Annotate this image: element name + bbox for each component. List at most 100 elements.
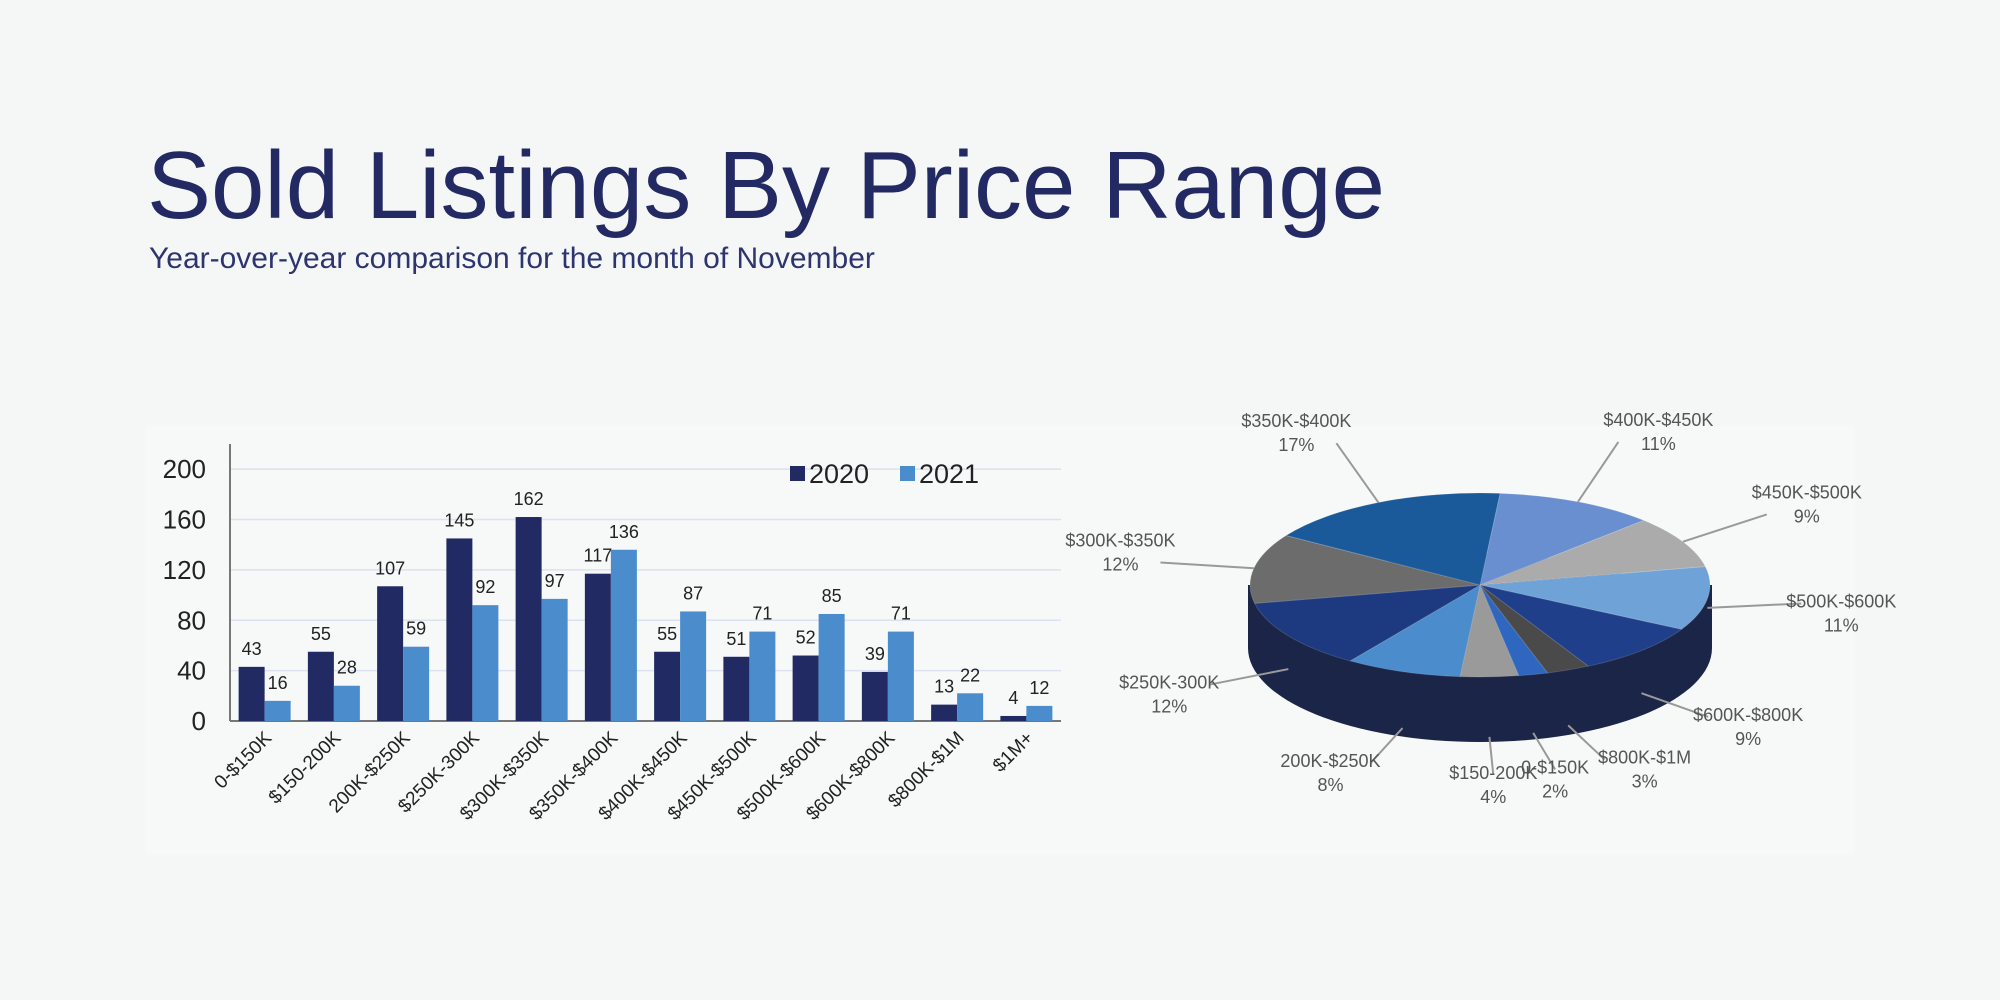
data-label: 71 xyxy=(891,604,911,624)
y-tick-label: 80 xyxy=(177,605,206,635)
pie-label: $800K-$1M xyxy=(1598,748,1691,768)
pie-value-label: 12% xyxy=(1102,555,1138,575)
data-label: 145 xyxy=(444,510,474,530)
pie-slice xyxy=(1249,534,1481,604)
bar xyxy=(584,573,611,721)
pie-value-label: 2% xyxy=(1542,782,1568,802)
pie-slice xyxy=(1348,583,1481,678)
bar xyxy=(1026,705,1053,721)
data-label: 28 xyxy=(337,658,357,678)
leader-line xyxy=(1707,602,1802,609)
pie-value-label: 12% xyxy=(1151,697,1187,717)
pie-label: 200K-$250K xyxy=(1280,751,1380,771)
y-tick-label: 200 xyxy=(163,454,206,484)
leader-line xyxy=(1567,724,1606,761)
bar xyxy=(931,704,958,721)
data-label: 87 xyxy=(683,583,703,603)
bar xyxy=(333,685,360,721)
data-label: 71 xyxy=(752,604,772,624)
bar xyxy=(749,631,776,721)
data-label: 51 xyxy=(726,629,746,649)
leader-line xyxy=(1335,442,1380,504)
pie-slice xyxy=(1479,492,1646,586)
legend-label: 2020 xyxy=(809,459,869,489)
pie-slice xyxy=(1479,584,1683,667)
y-tick-label: 40 xyxy=(177,656,206,686)
pie-label: $350K-$400K xyxy=(1241,411,1351,431)
data-label: 136 xyxy=(609,522,639,542)
data-label: 43 xyxy=(242,639,262,659)
pie-slice xyxy=(1284,492,1501,586)
leader-line xyxy=(1682,513,1768,543)
pie-value-label: 11% xyxy=(1824,615,1859,635)
pie-value-label: 9% xyxy=(1735,729,1761,749)
bar xyxy=(264,700,291,721)
data-label: 12 xyxy=(1029,678,1049,698)
bar xyxy=(541,598,568,721)
pie-value-label: 8% xyxy=(1317,775,1343,795)
bar xyxy=(818,613,845,721)
pie-label: $150-200K xyxy=(1449,763,1537,783)
bar xyxy=(610,549,637,721)
data-label: 22 xyxy=(960,665,980,685)
pie-label: $450K-$500K xyxy=(1752,482,1862,502)
data-label: 16 xyxy=(268,673,288,693)
y-tick-label: 0 xyxy=(192,706,206,736)
leader-line xyxy=(1488,736,1495,775)
data-label: 13 xyxy=(934,677,954,697)
legend-swatch xyxy=(790,466,805,481)
bar xyxy=(403,646,430,721)
bar xyxy=(957,693,984,721)
y-tick-label: 120 xyxy=(163,555,206,585)
leader-line xyxy=(1532,732,1556,771)
pie-label: $300K-$350K xyxy=(1065,531,1175,551)
legend-label: 2021 xyxy=(919,459,979,489)
pie-label: $600K-$800K xyxy=(1693,705,1803,725)
data-label: 107 xyxy=(375,558,405,578)
leader-line xyxy=(1641,692,1709,718)
bar xyxy=(1000,715,1027,721)
leader-line xyxy=(1160,561,1254,570)
bar xyxy=(654,651,681,721)
pie-slice xyxy=(1479,584,1549,677)
pie-slice xyxy=(1479,519,1707,586)
pie-label: 0-$150K xyxy=(1521,758,1589,778)
data-label: 97 xyxy=(545,571,565,591)
data-label: 55 xyxy=(657,624,677,644)
pie-slice xyxy=(1459,583,1520,678)
pie-label: $250K-300K xyxy=(1119,673,1219,693)
data-label: 92 xyxy=(475,577,495,597)
data-label: 52 xyxy=(796,628,816,648)
pie-label: $500K-$600K xyxy=(1786,591,1896,611)
pie-label: $400K-$450K xyxy=(1603,410,1713,430)
bar xyxy=(307,651,334,721)
leader-line xyxy=(1209,668,1289,686)
pie-slice xyxy=(1479,584,1590,674)
bar xyxy=(472,605,499,721)
data-label: 4 xyxy=(1008,688,1018,708)
bar xyxy=(887,631,914,721)
pie-value-label: 11% xyxy=(1641,434,1676,454)
data-label: 117 xyxy=(584,546,613,566)
bar xyxy=(792,655,819,721)
title: Sold Listings By Price Range xyxy=(147,132,1385,239)
bar xyxy=(680,611,707,721)
pie-value-label: 17% xyxy=(1278,435,1314,455)
data-label: 85 xyxy=(822,586,842,606)
pie-value-label: 3% xyxy=(1632,772,1658,792)
legend-swatch xyxy=(900,466,915,481)
data-label: 55 xyxy=(311,624,331,644)
bar xyxy=(446,538,473,721)
bar xyxy=(238,666,265,721)
leader-line xyxy=(1577,441,1620,503)
bar xyxy=(723,656,750,721)
data-label: 162 xyxy=(514,489,544,509)
bar xyxy=(515,517,542,721)
subtitle: Year-over-year comparison for the month … xyxy=(149,242,875,275)
y-tick-label: 160 xyxy=(163,505,206,535)
pie-value-label: 4% xyxy=(1480,787,1506,807)
bar xyxy=(377,586,404,721)
pie-slice xyxy=(1479,566,1711,630)
